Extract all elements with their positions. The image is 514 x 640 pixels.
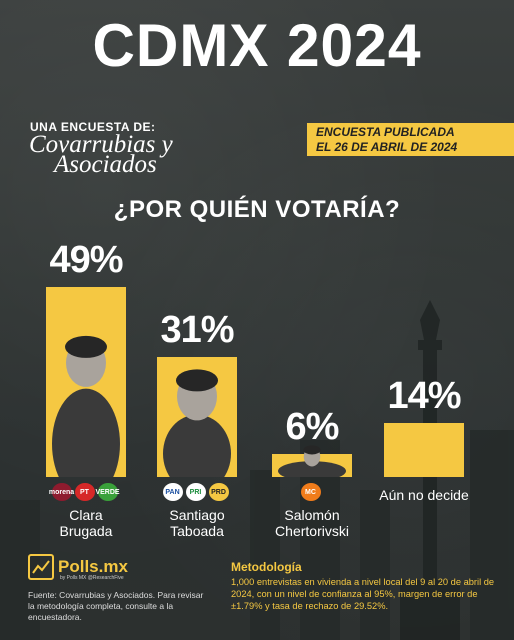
source-note: Fuente: Covarrubias y Asociados. Para re…	[28, 590, 204, 622]
candidate-photo	[274, 444, 350, 477]
bar	[384, 423, 464, 477]
methodology-title: Metodología	[231, 560, 302, 574]
data-label: 31%	[160, 309, 234, 351]
data-label: 14%	[387, 375, 461, 417]
data-label: 6%	[285, 406, 340, 448]
party-logos: MC	[300, 483, 321, 501]
brand-name: Polls.mx	[58, 557, 128, 576]
party-logos: morena PT VERDE	[49, 483, 120, 501]
polls-mx-logo: Polls.mx	[28, 554, 128, 580]
data-label: 49%	[49, 239, 123, 281]
category-label: Salomón Chertorivski	[275, 507, 349, 539]
survey-question: ¿POR QUIÉN VOTARÍA?	[113, 196, 401, 223]
category-label: Santiago Taboada	[169, 507, 225, 539]
pollster-logo-line1: Covarrubias y	[29, 131, 173, 158]
category-label: Aún no decide	[379, 487, 469, 503]
candidate-photo	[48, 293, 124, 477]
chart-line-icon	[28, 554, 54, 580]
brand-subline: by Polls MX @ResearchFive	[60, 575, 124, 581]
party-logo-pt: PT	[74, 483, 95, 501]
publication-date-badge: ENCUESTA PUBLICADA EL 26 DE ABRIL DE 202…	[307, 123, 514, 156]
pollster-prefix: UNA ENCUESTA DE:	[30, 120, 156, 134]
party-logo-mc: MC	[300, 483, 321, 501]
party-logo-pan: PAN	[162, 483, 183, 501]
publication-line2: EL 26 DE ABRIL DE 2024	[316, 140, 458, 154]
publication-line1: ENCUESTA PUBLICADA	[316, 125, 455, 139]
party-logo-prd: PRD	[208, 483, 229, 501]
candidate-photo	[159, 347, 235, 477]
page-title: CDMX 2024	[92, 12, 422, 79]
party-logo-morena: morena	[49, 483, 74, 501]
party-logo-pri: PRI	[185, 483, 206, 501]
category-label: Clara Brugada	[59, 507, 113, 539]
party-logos: PAN PRI PRD	[162, 483, 229, 501]
pollster-logo-line2: Asociados	[54, 151, 157, 178]
party-logo-pvem: VERDE	[95, 483, 120, 501]
monument-column	[400, 300, 460, 640]
methodology-text: 1,000 entrevistas en vivienda a nivel lo…	[231, 577, 495, 611]
